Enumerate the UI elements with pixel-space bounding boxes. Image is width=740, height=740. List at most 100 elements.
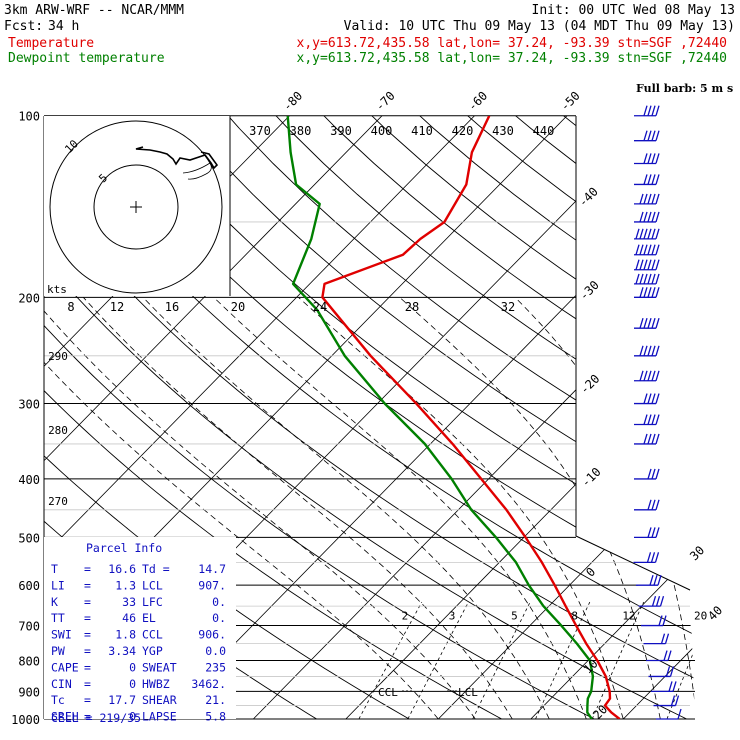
dry-adiabat bbox=[715, 88, 740, 732]
parcel-value: 3462. bbox=[191, 677, 226, 691]
isotherm-label: 30 bbox=[687, 543, 707, 563]
isotherm-label: 0 bbox=[583, 565, 598, 580]
wind-barb bbox=[634, 414, 660, 426]
wind-barb bbox=[634, 244, 660, 256]
wind-barb bbox=[634, 153, 660, 165]
wind-barb bbox=[646, 650, 672, 662]
isotherm bbox=[610, 116, 695, 719]
pressure-label: 500 bbox=[18, 531, 40, 545]
axis-tick-label: 8 bbox=[67, 300, 74, 314]
theta-label: 270 bbox=[48, 495, 68, 508]
parcel-key: YGP bbox=[142, 644, 163, 658]
dry-adiabat bbox=[203, 116, 695, 719]
wind-barb bbox=[651, 681, 677, 693]
parcel-value: 0. bbox=[212, 595, 226, 609]
wind-barb bbox=[641, 615, 667, 627]
mixing-ratio-label: 20 bbox=[694, 610, 707, 623]
wind-units-note: Full barb: 5 m s bbox=[636, 82, 733, 95]
wind-barb bbox=[634, 393, 660, 405]
axis-tick-label: 12 bbox=[110, 300, 124, 314]
parcel-value: 16.6 bbox=[108, 562, 136, 576]
mixing-ratio-label: 3 bbox=[449, 610, 456, 623]
init-time: Init: 00 UTC Wed 08 May 13 bbox=[532, 3, 736, 18]
parcel-key: TT bbox=[51, 611, 65, 625]
mixing-ratio-line bbox=[591, 601, 644, 719]
theta-label: 370 bbox=[249, 124, 271, 138]
mixing-ratio-label: 12 bbox=[622, 610, 635, 623]
parcel-value: 46 bbox=[122, 611, 136, 625]
parcel-info-panel: Parcel Info T = 16.6 Td = 14.7 LI = 1.3 LCL 907. K… bbox=[44, 537, 236, 725]
ccl-label: CCL bbox=[378, 686, 398, 699]
wind-barb bbox=[634, 527, 660, 539]
parcel-key: EL bbox=[142, 611, 156, 625]
parcel-value: 907. bbox=[198, 578, 226, 592]
parcel-eq: = bbox=[84, 660, 91, 674]
wind-barb bbox=[634, 193, 660, 205]
theta-label: 280 bbox=[48, 424, 68, 437]
wind-barb bbox=[656, 708, 682, 720]
parcel-key: PW bbox=[51, 644, 65, 658]
forecast-label: Fcst: bbox=[4, 19, 43, 34]
pressure-label: 600 bbox=[18, 579, 40, 593]
isotherm-label: -50 bbox=[558, 89, 583, 114]
hodograph-center bbox=[130, 201, 142, 213]
isotherm-label: -30 bbox=[577, 278, 602, 303]
isotherm-label: -70 bbox=[373, 89, 398, 114]
wind-barb bbox=[634, 433, 660, 445]
isotherm-label: -40 bbox=[576, 184, 601, 209]
dewpoint-location: x,y=613.72,435.58 lat,lon= 37.24, -93.39… bbox=[297, 51, 727, 66]
wind-barb bbox=[633, 552, 660, 564]
parcel-value: 5.8 bbox=[205, 710, 226, 724]
moist-adiabat bbox=[399, 297, 661, 719]
mixing-ratio-label: 2 bbox=[402, 610, 409, 623]
parcel-key: CAPE bbox=[51, 660, 79, 674]
parcel-key: CCL bbox=[142, 628, 163, 642]
parcel-key: SWEAT bbox=[142, 660, 177, 674]
parcel-info-title: Parcel Info bbox=[86, 541, 162, 555]
parcel-value: 1.8 bbox=[115, 628, 136, 642]
lcl-label: LCL bbox=[458, 686, 478, 699]
pressure-label: 300 bbox=[18, 398, 40, 412]
isotherm-label: -80 bbox=[280, 89, 305, 114]
temperature-location: x,y=613.72,435.58 lat,lon= 37.24, -93.39… bbox=[297, 36, 727, 51]
parcel-eq: = bbox=[84, 693, 91, 707]
parcel-eq: = bbox=[84, 578, 91, 592]
wind-barb bbox=[634, 499, 660, 511]
dewpoint-legend: Dewpoint temperature bbox=[8, 51, 165, 66]
isotherm bbox=[425, 116, 695, 719]
wind-barb bbox=[653, 695, 680, 707]
theta-label: 400 bbox=[371, 124, 393, 138]
parcel-value: 0.0 bbox=[205, 644, 226, 658]
hodograph-trace bbox=[135, 146, 219, 170]
theta-label: 420 bbox=[452, 124, 474, 138]
parcel-eq: = bbox=[84, 611, 91, 625]
isotherm bbox=[518, 116, 695, 719]
mixing-ratio-label: 5 bbox=[511, 610, 518, 623]
parcel-key: Td = bbox=[142, 562, 170, 576]
theta-label: 390 bbox=[330, 124, 352, 138]
temperature-legend: Temperature bbox=[8, 36, 94, 51]
wind-barb bbox=[634, 273, 660, 285]
temperature-line bbox=[321, 116, 621, 719]
axis-tick-label: 28 bbox=[405, 300, 419, 314]
wind-barb bbox=[648, 666, 675, 678]
axis-tick-label: 32 bbox=[501, 300, 515, 314]
isotherm bbox=[44, 116, 410, 719]
moist-adiabat bbox=[631, 297, 695, 719]
pressure-label: 700 bbox=[18, 620, 40, 634]
isotherm bbox=[44, 116, 502, 719]
pressure-label: 200 bbox=[18, 291, 40, 305]
mixing-ratio-line bbox=[407, 601, 469, 719]
wind-barb bbox=[634, 211, 660, 223]
parcel-value: 906. bbox=[198, 628, 226, 642]
moist-adiabat bbox=[213, 297, 587, 719]
dry-adiabat bbox=[342, 116, 695, 719]
parcel-value: 21. bbox=[205, 693, 226, 707]
hodograph-units: kts bbox=[47, 283, 67, 296]
theta-label: 410 bbox=[411, 124, 433, 138]
theta-label: 430 bbox=[492, 124, 514, 138]
parcel-value: 17.7 bbox=[108, 693, 136, 707]
pressure-label: 100 bbox=[18, 110, 40, 124]
